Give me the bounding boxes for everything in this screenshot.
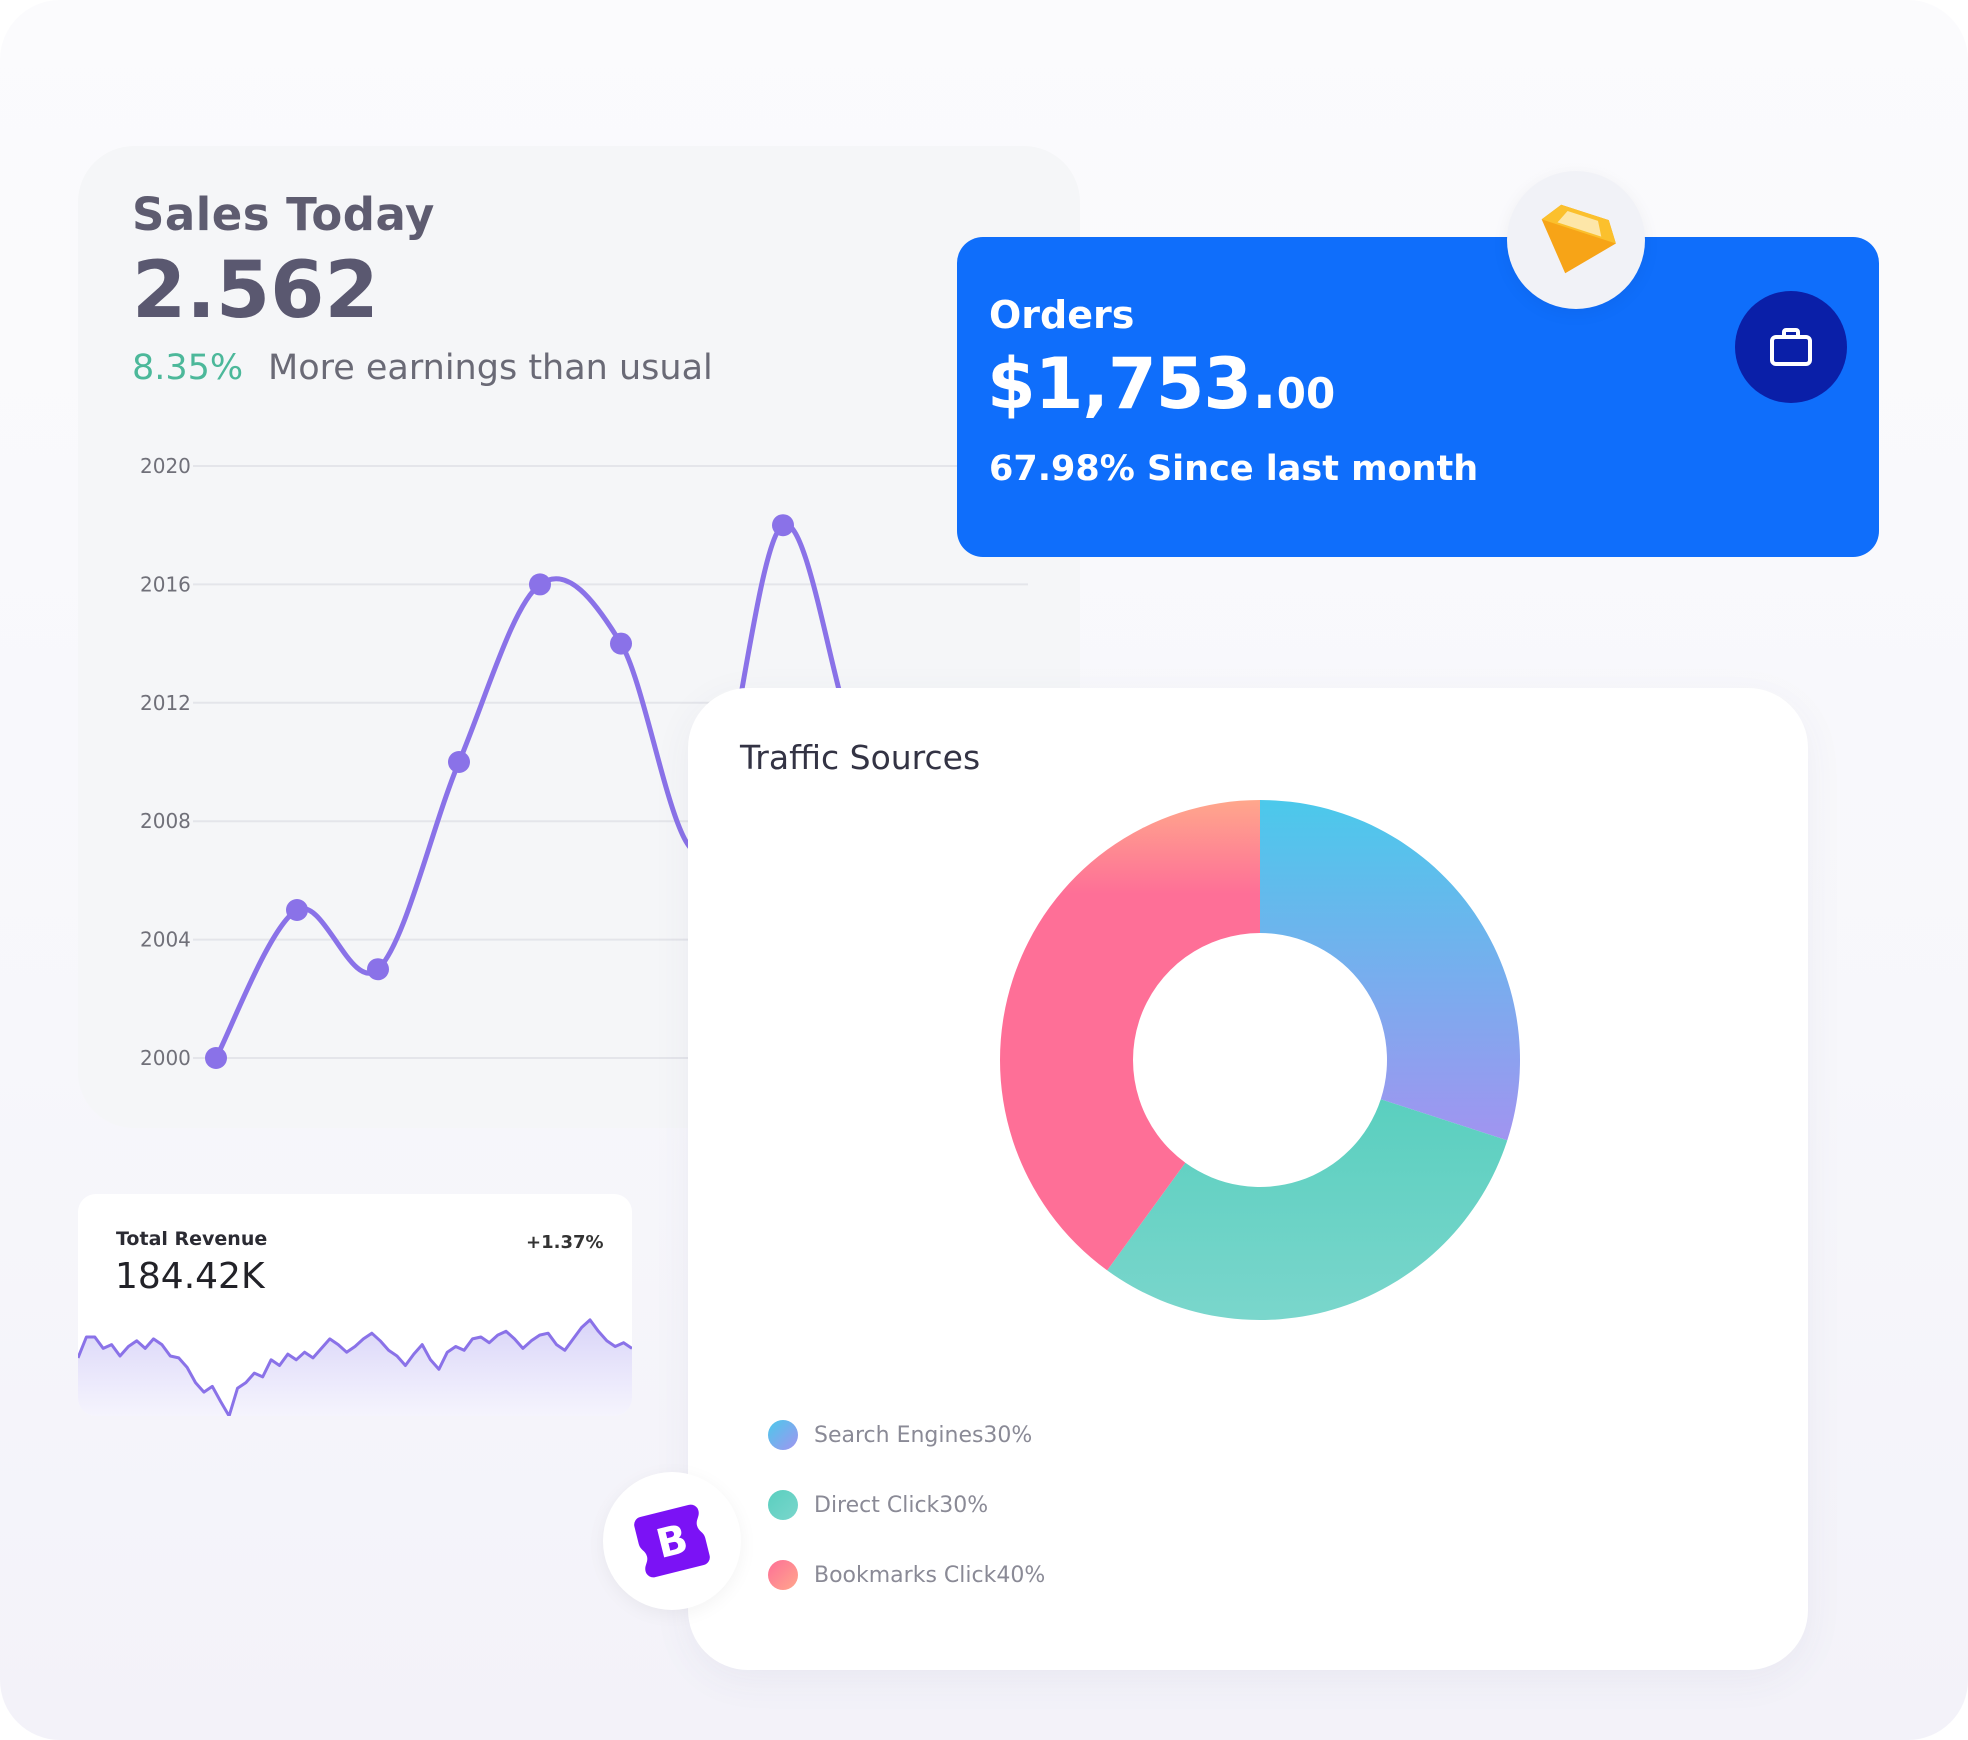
orders-since-last-month: 67.98% Since last month [989,449,1479,489]
bootstrap-badge: B [603,1472,741,1610]
orders-icon-button[interactable] [1735,291,1847,403]
sketch-diamond-icon [1541,204,1616,274]
traffic-donut-chart [1000,800,1520,1320]
y-tick-label: 2016 [140,572,191,596]
revenue-title: Total Revenue [116,1228,268,1250]
traffic-sources-card: Traffic Sources Search Engines30% Direct … [688,688,1808,1670]
donut-slice-direct-click [1107,1099,1508,1320]
orders-card: Orders $1,753.00 67.98% Since last month [957,237,1879,557]
data-point [205,1047,227,1069]
sales-change-percent: 8.35% [132,348,244,388]
donut-slice-bookmarks-click [1000,800,1260,1271]
data-point [286,899,308,921]
traffic-title: Traffic Sources [740,738,981,777]
bootstrap-logo-icon: B [634,1504,710,1578]
legend-label: Search Engines30% [814,1422,1033,1448]
legend-dot [768,1420,798,1450]
y-tick-label: 2020 [140,454,191,478]
revenue-change: +1.37% [526,1232,604,1253]
data-point [772,514,794,537]
y-tick-label: 2012 [140,691,191,715]
sparkline-line [78,1318,632,1416]
orders-value-cents: 00 [1276,369,1336,418]
orders-value: $1,753.00 [987,343,1335,425]
data-point [367,958,389,981]
y-tick-label: 2004 [140,928,191,952]
y-tick-label: 2008 [140,809,191,833]
y-tick-label: 2000 [140,1046,191,1070]
briefcase-icon [1770,328,1812,366]
sales-value: 2.562 [132,246,379,336]
legend-item: Bookmarks Click40% [768,1540,1045,1610]
revenue-sparkline [78,1318,632,1416]
legend-dot [768,1490,798,1520]
donut-slice-search-engines [1260,800,1520,1141]
data-point [529,573,551,596]
orders-title: Orders [989,293,1135,337]
data-point [448,751,470,773]
sales-title: Sales Today [132,188,435,241]
legend-item: Direct Click30% [768,1470,1045,1540]
legend-label: Bookmarks Click40% [814,1562,1046,1588]
legend-dot [768,1560,798,1590]
sparkline-area [78,1319,632,1416]
legend-item: Search Engines30% [768,1400,1045,1470]
orders-value-main: $1,753. [987,343,1278,425]
traffic-legend: Search Engines30% Direct Click30% Bookmark… [768,1400,1045,1610]
sales-series-line [213,522,948,1061]
revenue-value: 184.42K [115,1256,265,1297]
sales-note: More earnings than usual [268,348,713,388]
data-point [610,632,632,655]
legend-label: Direct Click30% [814,1492,989,1518]
sketch-badge [1507,171,1645,309]
total-revenue-card: Total Revenue 184.42K +1.37% [78,1194,632,1416]
